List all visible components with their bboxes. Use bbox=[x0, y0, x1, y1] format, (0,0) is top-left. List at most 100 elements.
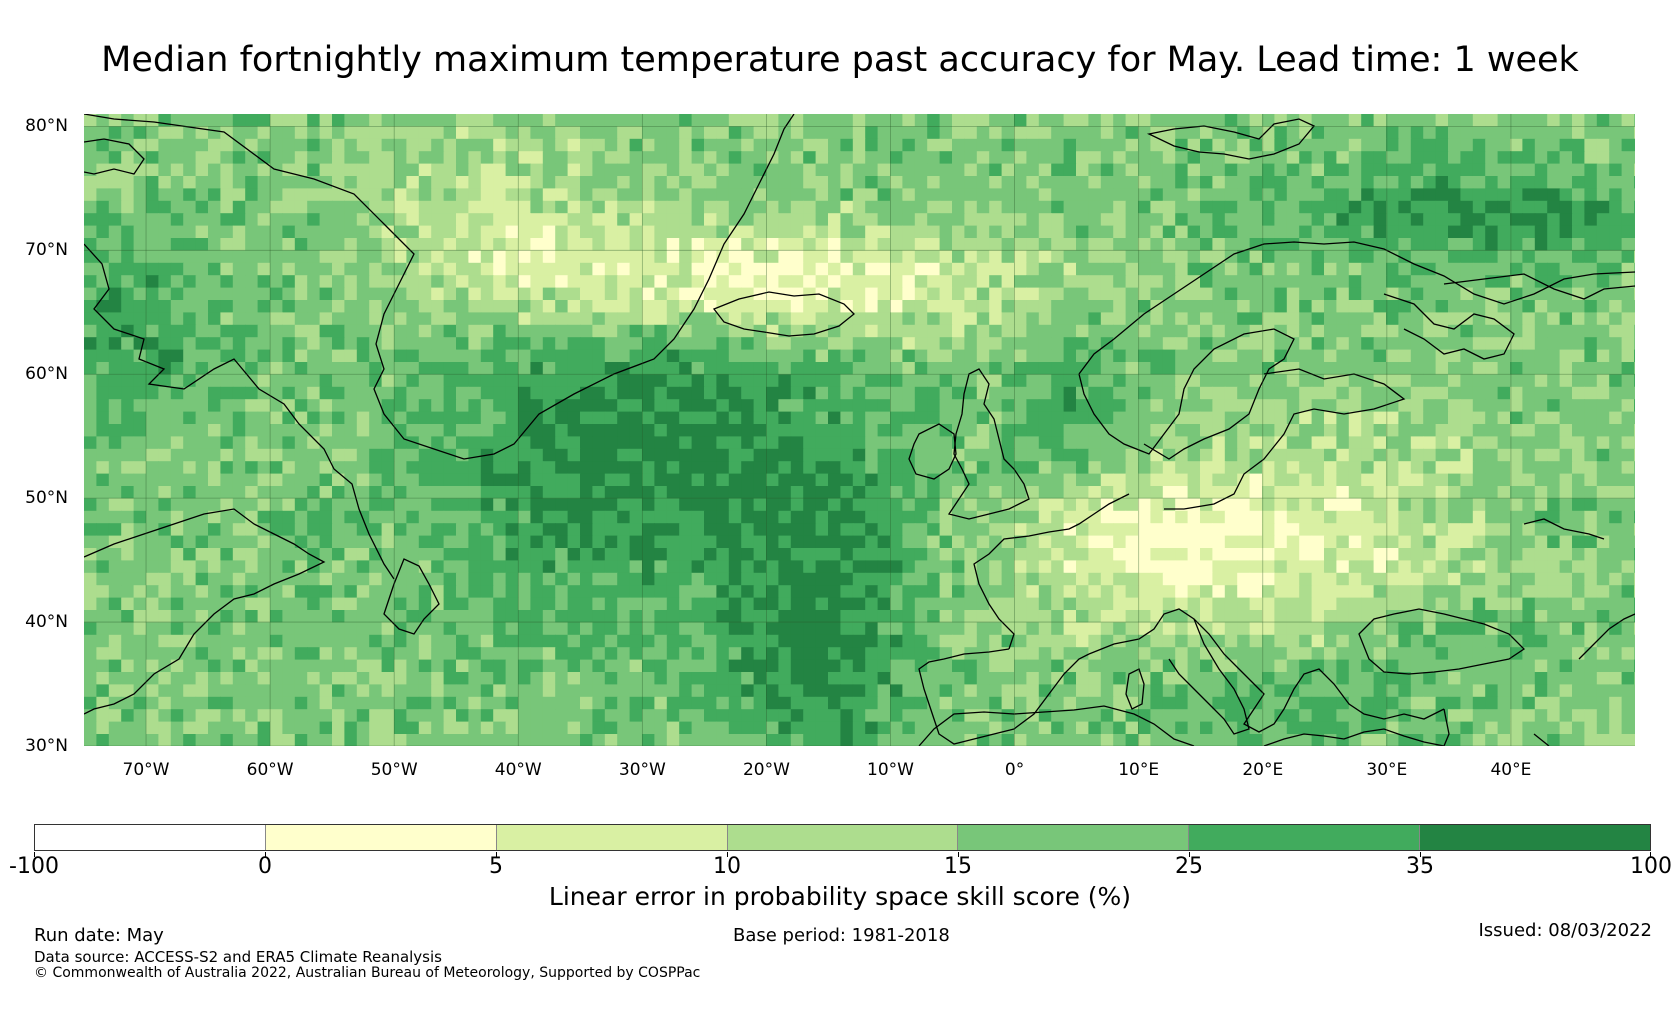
skill-cell bbox=[108, 312, 122, 326]
skill-cell bbox=[629, 151, 643, 165]
skill-cell bbox=[890, 572, 903, 586]
skill-cell bbox=[592, 312, 606, 326]
skill-cell bbox=[1200, 238, 1213, 251]
skill-cell bbox=[927, 461, 941, 475]
skill-cell bbox=[1076, 436, 1089, 450]
skill-cell bbox=[356, 151, 370, 165]
skill-cell bbox=[1572, 362, 1585, 375]
skill-cell bbox=[629, 560, 643, 574]
skill-cell bbox=[245, 275, 259, 289]
skill-cell bbox=[1423, 349, 1437, 363]
skill-cell bbox=[580, 163, 593, 177]
skill-cell bbox=[1051, 585, 1065, 599]
skill-cell bbox=[232, 300, 246, 313]
skill-cell bbox=[1311, 349, 1325, 363]
skill-cell bbox=[852, 473, 866, 487]
skill-cell bbox=[914, 324, 928, 338]
skill-cell bbox=[642, 510, 655, 524]
skill-cell bbox=[394, 262, 407, 276]
skill-cell bbox=[976, 238, 990, 251]
skill-cell bbox=[1559, 362, 1573, 375]
skill-cell bbox=[1423, 560, 1437, 574]
skill-cell bbox=[332, 238, 345, 251]
skill-cell bbox=[220, 548, 234, 561]
skill-cell bbox=[1460, 461, 1474, 475]
skill-cell bbox=[766, 510, 779, 524]
skill-cell bbox=[394, 287, 407, 301]
skill-cell bbox=[580, 461, 593, 475]
skill-cell bbox=[1262, 312, 1275, 326]
skill-cell bbox=[890, 176, 903, 189]
skill-cell bbox=[282, 411, 296, 425]
skill-cell bbox=[1634, 399, 1635, 413]
skill-cell bbox=[902, 324, 916, 338]
skill-cell bbox=[1522, 151, 1536, 165]
skill-cell bbox=[1485, 411, 1499, 425]
skill-cell bbox=[1026, 374, 1040, 388]
skill-cell bbox=[158, 424, 172, 437]
skill-cell bbox=[1559, 312, 1573, 326]
skill-cell bbox=[1510, 399, 1523, 413]
skill-cell bbox=[877, 436, 891, 450]
skill-cell bbox=[1212, 436, 1226, 450]
skill-cell bbox=[1373, 163, 1387, 177]
skill-cell bbox=[1324, 461, 1337, 475]
skill-cell bbox=[1410, 535, 1424, 549]
skill-cell bbox=[1547, 324, 1561, 338]
skill-cell bbox=[344, 498, 358, 512]
skill-cell bbox=[1162, 349, 1176, 363]
skill-cell bbox=[840, 486, 854, 499]
skill-cell bbox=[245, 300, 259, 313]
skill-cell bbox=[828, 138, 841, 152]
skill-cell bbox=[1572, 411, 1585, 425]
skill-cell bbox=[1051, 560, 1065, 574]
skill-cell bbox=[555, 324, 569, 338]
skill-cell bbox=[902, 312, 916, 326]
skill-cell bbox=[617, 548, 631, 561]
skill-cell bbox=[1410, 337, 1424, 351]
skill-cell bbox=[1262, 275, 1275, 289]
skill-cell bbox=[691, 374, 705, 388]
skill-cell bbox=[1286, 572, 1300, 586]
skill-cell bbox=[1076, 213, 1089, 227]
skill-cell bbox=[790, 312, 804, 326]
skill-cell bbox=[1138, 572, 1151, 586]
skill-cell bbox=[1448, 362, 1461, 375]
skill-cell bbox=[1076, 262, 1089, 276]
skill-cell bbox=[1051, 287, 1065, 301]
skill-cell bbox=[1572, 399, 1585, 413]
skill-cell bbox=[183, 498, 197, 512]
skill-cell bbox=[741, 548, 755, 561]
skill-cell bbox=[480, 424, 494, 437]
skill-cell bbox=[1348, 176, 1362, 189]
skill-cell bbox=[1621, 473, 1635, 487]
skill-cell bbox=[1237, 399, 1251, 413]
skill-cell bbox=[418, 262, 432, 276]
skill-cell bbox=[1014, 262, 1027, 276]
skill-cell bbox=[890, 138, 903, 152]
skill-cell bbox=[307, 225, 321, 239]
skill-cell bbox=[1596, 138, 1610, 152]
skill-cell bbox=[270, 275, 283, 289]
skill-cell bbox=[1224, 498, 1238, 512]
skill-cell bbox=[766, 498, 779, 512]
skill-cell bbox=[480, 126, 494, 140]
skill-cell bbox=[1410, 312, 1424, 326]
skill-cell bbox=[778, 337, 792, 351]
skill-cell bbox=[1584, 560, 1598, 574]
skill-cell bbox=[183, 275, 197, 289]
skill-cell bbox=[146, 163, 159, 177]
skill-cell bbox=[1299, 448, 1313, 462]
skill-cell bbox=[790, 287, 804, 301]
skill-cell bbox=[208, 114, 221, 127]
skill-cell bbox=[220, 448, 234, 462]
skill-cell bbox=[394, 399, 407, 413]
skill-cell bbox=[1187, 486, 1201, 499]
skill-cell bbox=[617, 411, 631, 425]
skill-cell bbox=[629, 498, 643, 512]
skill-cell bbox=[208, 548, 221, 561]
skill-cell bbox=[580, 213, 593, 227]
skill-cell bbox=[1187, 151, 1201, 165]
skill-cell bbox=[1435, 349, 1449, 363]
skill-cell bbox=[691, 486, 705, 499]
